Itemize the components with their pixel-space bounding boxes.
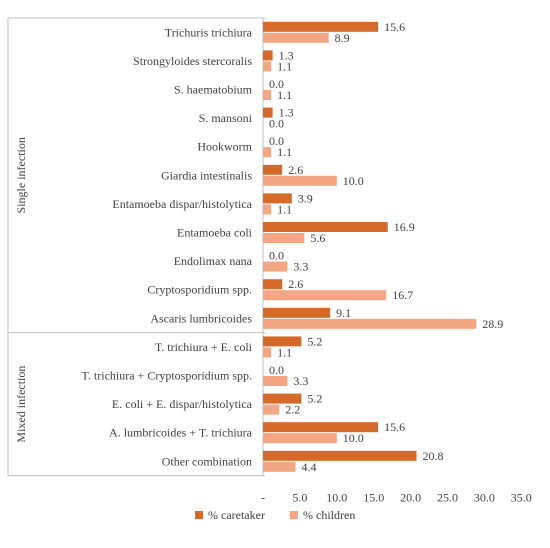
bar-children (263, 32, 329, 43)
bar-caretaker (263, 393, 302, 404)
bar-caretaker (263, 50, 273, 61)
data-label-children: 1.1 (277, 59, 292, 73)
bar-children (263, 318, 477, 329)
bar-children (263, 204, 272, 215)
data-label-caretaker: 2.6 (288, 163, 303, 177)
bar-caretaker (263, 107, 273, 118)
bar-caretaker (263, 422, 379, 433)
category-label: Hookworm (197, 140, 252, 154)
bar-caretaker (263, 193, 292, 204)
data-label-caretaker: 16.9 (394, 220, 415, 234)
data-label-caretaker: 9.1 (336, 306, 351, 320)
data-label-caretaker: 1.3 (279, 48, 294, 62)
x-tick-label: 15.0 (363, 491, 384, 505)
category-label: Endolimax nana (174, 254, 253, 268)
data-label-children: 0.0 (269, 117, 284, 131)
category-label: Entamoeba dispar/histolytica (112, 197, 252, 211)
category-label: S. mansoni (199, 111, 253, 125)
category-label: T. trichiura + E. coli (155, 340, 253, 354)
data-label-children: 5.6 (310, 231, 325, 245)
category-label: Ascaris lumbricoides (150, 311, 252, 325)
x-tick-label: 25.0 (437, 491, 458, 505)
bar-children (263, 233, 305, 243)
legend-swatch-caretaker (195, 511, 203, 519)
data-label-children: 3.3 (293, 260, 308, 274)
data-label-caretaker: 5.2 (307, 334, 322, 348)
bar-children (263, 376, 288, 386)
category-label: Entamoeba coli (177, 226, 253, 240)
category-label: Strongyloides stercoralis (133, 54, 252, 68)
bar-caretaker (263, 307, 331, 318)
legend-swatch-children (290, 511, 298, 519)
data-label-children: 10.0 (343, 431, 364, 445)
data-label-children: 10.0 (343, 174, 364, 188)
data-label-children: 2.2 (285, 403, 300, 417)
bar-children (263, 404, 280, 415)
bar-children (263, 461, 296, 472)
data-label-children: 3.3 (293, 374, 308, 388)
category-label: A. lumbricoides + T. trichiura (109, 426, 253, 440)
bar-caretaker (263, 279, 283, 290)
category-label: Other combination (162, 454, 252, 468)
bar-children (263, 290, 387, 301)
bar-children (263, 90, 272, 100)
data-label-caretaker: 0.0 (269, 363, 284, 377)
bar-children (263, 175, 337, 186)
data-label-caretaker: 15.6 (384, 20, 405, 34)
x-tick-label: 35.0 (511, 491, 532, 505)
legend-label-caretaker: % caretaker (208, 508, 265, 522)
bar-caretaker (263, 21, 379, 32)
bar-children (263, 261, 288, 272)
data-label-caretaker: 1.3 (279, 106, 294, 120)
category-label: S. haematobium (174, 83, 253, 97)
data-label-caretaker: 5.2 (307, 392, 322, 406)
data-label-children: 1.1 (277, 202, 292, 216)
category-label: E. coli + E. dispar/histolytica (112, 397, 253, 411)
bar-children (263, 147, 272, 158)
data-label-children: 16.7 (392, 288, 413, 302)
x-tick-label: 20.0 (400, 491, 421, 505)
group-label-mixed-infection: Mixed infection (14, 366, 28, 443)
bar-caretaker (263, 222, 388, 232)
category-label: Giardia intestinalis (161, 168, 252, 182)
data-label-caretaker: 3.9 (298, 191, 313, 205)
bar-children (263, 61, 272, 72)
group-label-single-infection: Single infection (14, 137, 28, 213)
bar-children (263, 433, 337, 444)
bar-children (263, 347, 272, 358)
category-label: Cryptosporidium spp. (147, 283, 252, 297)
x-tick-label: 5.0 (292, 491, 307, 505)
category-label: Trichuris trichiura (165, 25, 253, 39)
data-label-caretaker: 0.0 (269, 77, 284, 91)
data-label-children: 4.4 (301, 460, 316, 474)
data-label-children: 1.1 (277, 88, 292, 102)
data-label-children: 8.9 (335, 31, 350, 45)
data-label-caretaker: 0.0 (269, 134, 284, 148)
bar-caretaker (263, 336, 302, 347)
x-tick-label: 10.0 (326, 491, 347, 505)
category-label: T. trichiura + Cryptosporidium spp. (81, 369, 252, 383)
data-label-caretaker: 20.8 (423, 449, 444, 463)
x-tick-label: 30.0 (474, 491, 495, 505)
data-label-children: 1.1 (277, 345, 292, 359)
legend-label-children: % children (303, 508, 355, 522)
bar-caretaker (263, 450, 417, 461)
bar-caretaker (263, 164, 283, 175)
data-label-caretaker: 0.0 (269, 249, 284, 263)
data-label-caretaker: 2.6 (288, 277, 303, 291)
data-label-children: 1.1 (277, 145, 292, 159)
data-label-caretaker: 15.6 (384, 420, 405, 434)
data-label-children: 28.9 (482, 317, 503, 331)
x-tick-label: - (261, 491, 265, 505)
